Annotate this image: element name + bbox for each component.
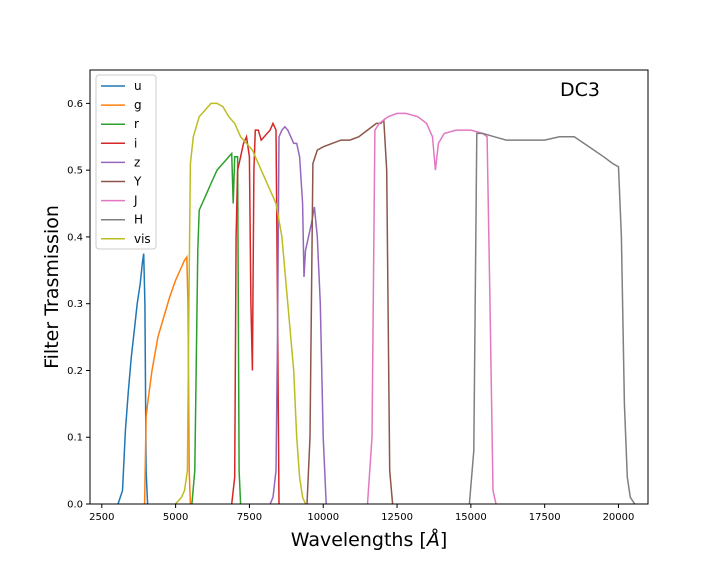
series-line-u <box>117 253 149 505</box>
x-tick-label: 5000 <box>163 512 188 523</box>
legend-label-H: H <box>134 213 143 227</box>
y-tick-label: 0.6 <box>67 99 83 110</box>
legend-label-g: g <box>134 98 142 112</box>
series-line-i <box>230 121 280 505</box>
plot-frame <box>89 69 649 505</box>
x-tick-label: 15000 <box>455 512 487 523</box>
legend-label-vis: vis <box>134 232 151 246</box>
series-line-J <box>366 112 497 505</box>
series-line-H <box>468 132 636 505</box>
series-line-Y <box>306 118 394 505</box>
ticks: 2500 5000 7500 10000 12500 15000 17500 20000 0.0… <box>67 99 634 523</box>
x-tick-label: 17500 <box>529 512 561 523</box>
y-tick-label: 0.1 <box>67 433 83 444</box>
legend-label-r: r <box>134 117 139 131</box>
series-line-z <box>269 125 327 505</box>
x-axis-label: Wavelengths [Å] <box>291 528 447 551</box>
y-tick-label: 0.3 <box>67 299 83 310</box>
y-axis-label: Filter Trasmission <box>41 205 63 369</box>
y-tick-label: 0.4 <box>67 232 83 243</box>
dc3-annotation: DC3 <box>560 79 600 101</box>
x-tick-label: 12500 <box>381 512 413 523</box>
y-tick-label: 0.2 <box>67 366 83 377</box>
legend-label-Y: Y <box>133 175 142 189</box>
x-tick-label: 7500 <box>237 512 262 523</box>
series-line-g <box>143 254 192 505</box>
legend-label-u: u <box>134 79 142 93</box>
legend-label-J: J <box>133 194 138 208</box>
series-line-vis <box>175 102 307 505</box>
series-line-r <box>191 151 242 505</box>
y-tick-label: 0.0 <box>67 500 83 511</box>
x-tick-label: 20000 <box>603 512 635 523</box>
x-tick-label: 10000 <box>307 512 339 523</box>
x-tick-label: 2500 <box>89 512 114 523</box>
plot-content <box>117 102 636 505</box>
legend-box <box>95 74 157 250</box>
y-tick-label: 0.5 <box>67 166 83 177</box>
legend-label-i: i <box>134 136 137 150</box>
legend-label-z: z <box>134 155 140 169</box>
